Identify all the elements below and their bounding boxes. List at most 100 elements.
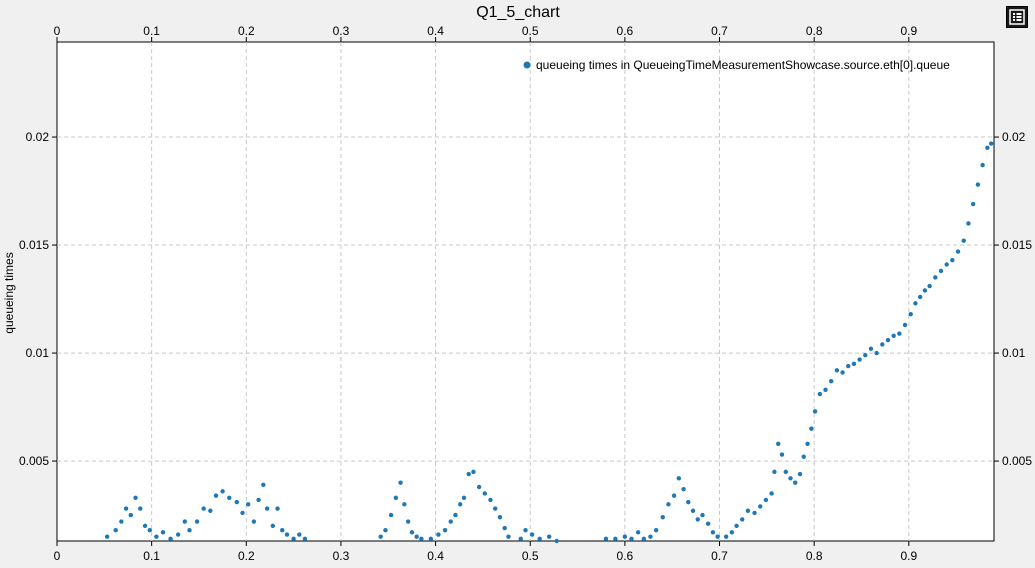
- data-point: [686, 499, 691, 505]
- y-tick-label-right: 0.01: [1002, 346, 1026, 360]
- x-tick-label-top: 0.6: [617, 24, 634, 38]
- data-point: [414, 534, 419, 539]
- data-point: [133, 495, 138, 500]
- data-point: [710, 530, 716, 535]
- data-point: [823, 387, 828, 392]
- data-point: [745, 508, 751, 513]
- x-tick-label-bottom: 0.5: [522, 549, 539, 563]
- data-point: [428, 536, 434, 542]
- data-point: [902, 322, 908, 328]
- data-point: [666, 502, 671, 507]
- data-point: [783, 469, 788, 475]
- y-tick-label-right: 0.02: [1002, 130, 1026, 144]
- data-point: [187, 527, 192, 533]
- data-point: [457, 502, 463, 507]
- data-point: [523, 527, 528, 533]
- data-point: [857, 357, 862, 362]
- data-point: [461, 495, 467, 500]
- data-point: [863, 353, 868, 358]
- data-point: [234, 499, 240, 505]
- y-tick-label-right: 0.005: [1002, 454, 1032, 468]
- data-point: [537, 536, 542, 542]
- x-tick-label-top: 0.4: [427, 24, 444, 38]
- data-point: [251, 519, 257, 524]
- data-point: [961, 238, 966, 243]
- data-point: [448, 519, 453, 524]
- data-point: [128, 512, 134, 518]
- data-point: [393, 495, 399, 500]
- x-tick-label-top: 0: [54, 24, 61, 38]
- data-point: [851, 361, 857, 367]
- data-point: [809, 426, 814, 431]
- axis-ticks: [52, 37, 999, 546]
- data-point: [891, 333, 896, 338]
- x-tick-label-bottom: 0.3: [333, 549, 350, 563]
- data-point: [482, 491, 488, 496]
- data-point: [817, 391, 823, 397]
- y-tick-label-left: 0.01: [26, 346, 50, 360]
- data-point: [554, 538, 559, 544]
- data-point: [975, 182, 981, 187]
- x-tick-label-bottom: 0.1: [143, 549, 160, 563]
- data-point: [913, 301, 918, 306]
- data-point: [213, 493, 219, 498]
- x-tick-label-bottom: 0.6: [617, 549, 634, 563]
- data-point: [793, 480, 798, 485]
- data-point: [388, 512, 394, 518]
- data-point: [256, 497, 261, 503]
- data-point: [715, 534, 720, 539]
- data-point: [493, 506, 498, 511]
- data-point: [113, 527, 118, 533]
- data-point: [933, 275, 938, 280]
- data-point: [436, 532, 441, 537]
- data-point: [812, 409, 818, 414]
- data-point: [280, 527, 285, 533]
- data-point: [245, 502, 251, 507]
- legend: queueing times in QueueingTimeMeasuremen…: [523, 58, 950, 72]
- data-point: [927, 283, 932, 289]
- data-point: [897, 331, 902, 336]
- data-point: [175, 532, 181, 537]
- y-axis-label: queueing times: [2, 252, 16, 333]
- data-point: [398, 480, 403, 485]
- data-point: [705, 521, 711, 526]
- data-point: [917, 294, 923, 300]
- data-series: [104, 141, 994, 544]
- chart-menu-button[interactable]: [1006, 6, 1028, 28]
- data-point: [985, 145, 990, 151]
- data-point: [880, 342, 885, 347]
- data-point: [950, 257, 955, 263]
- data-point: [119, 519, 124, 524]
- data-point: [613, 536, 618, 542]
- x-tick-label-top: 0.7: [711, 24, 728, 38]
- x-tick-label-top: 0.5: [522, 24, 539, 38]
- data-point: [502, 525, 507, 531]
- data-point: [740, 517, 745, 522]
- data-point: [763, 497, 769, 503]
- list-icon: [1009, 9, 1025, 25]
- data-point: [142, 523, 148, 529]
- x-tick-label-top: 0.9: [900, 24, 917, 38]
- data-point: [275, 506, 280, 511]
- data-point: [466, 471, 471, 477]
- data-point: [641, 536, 647, 542]
- data-point: [938, 268, 944, 274]
- data-point: [988, 141, 994, 146]
- plot-area[interactable]: [56, 41, 995, 542]
- data-point: [402, 502, 407, 507]
- data-point: [506, 534, 511, 539]
- data-point: [622, 534, 628, 539]
- data-point: [834, 368, 840, 373]
- data-point: [922, 288, 928, 293]
- data-point: [700, 512, 705, 518]
- data-point: [208, 508, 213, 513]
- data-point: [138, 506, 143, 511]
- data-point: [409, 530, 415, 535]
- data-point: [648, 534, 653, 539]
- data-point: [227, 495, 232, 500]
- data-point: [194, 519, 200, 524]
- data-point: [518, 536, 523, 542]
- x-tick-label-bottom: 0.4: [427, 549, 444, 563]
- data-point: [944, 262, 949, 267]
- data-point: [603, 536, 609, 542]
